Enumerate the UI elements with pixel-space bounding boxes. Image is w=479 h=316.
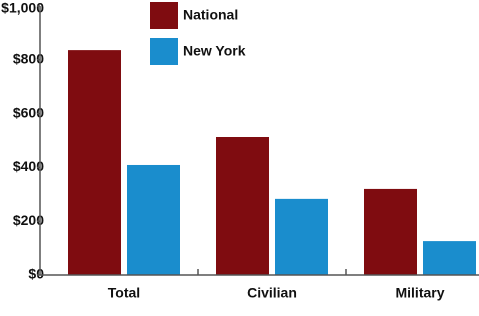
legend-swatch (150, 2, 178, 29)
y-tick-label: $400 (13, 158, 44, 174)
legend-label: National (183, 7, 238, 23)
y-tick-label: $800 (13, 51, 44, 67)
x-tick-label: Total (108, 285, 140, 301)
bar (127, 164, 180, 275)
y-tick-label: $600 (13, 104, 44, 120)
y-tick-label: $0 (28, 266, 44, 282)
x-tick-label: Military (395, 285, 444, 301)
bar (423, 241, 476, 275)
y-tick-label: $1,000 (1, 0, 44, 16)
legend-label: New York (183, 43, 246, 59)
legend-swatch (150, 38, 178, 65)
bar (68, 50, 121, 276)
bar (216, 137, 269, 275)
y-tick-label: $200 (13, 212, 44, 228)
bar (275, 198, 328, 275)
x-tick-label: Civilian (247, 285, 297, 301)
bar (364, 188, 417, 275)
